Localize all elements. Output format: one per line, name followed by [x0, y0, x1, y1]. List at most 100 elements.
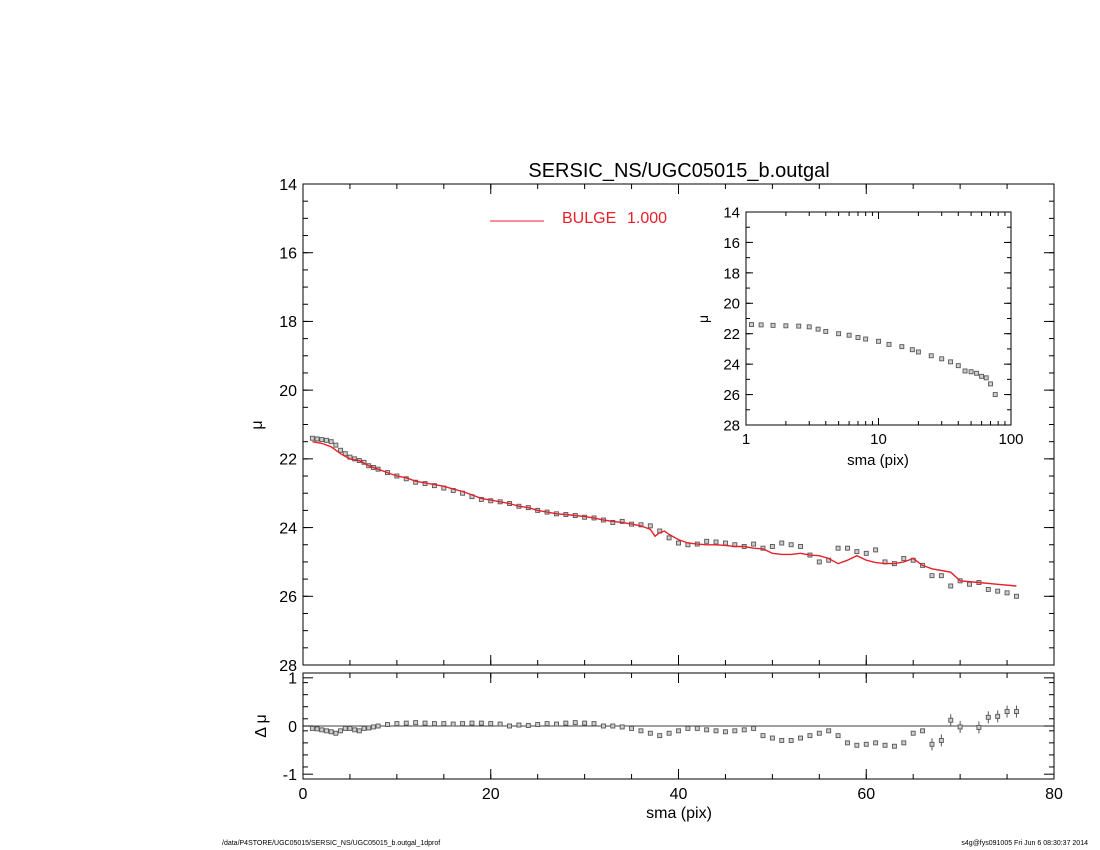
residual-data-point — [741, 727, 747, 733]
residual-data-point — [788, 738, 794, 743]
residual-data-point — [901, 740, 907, 746]
residual-data-point — [610, 723, 616, 729]
residual-data-point — [910, 730, 916, 736]
residual-data-point — [629, 725, 635, 731]
main-data-point — [788, 542, 794, 548]
main-data-point — [863, 550, 869, 556]
main-data-point — [1004, 590, 1010, 596]
inset-x-tick-label: 1 — [742, 431, 750, 448]
residual-data-point — [807, 733, 813, 739]
inset-y-tick-label: 22 — [723, 326, 740, 343]
footer-timestamp: s4g@fys091005 Fri Jun 6 08:30:37 2014 — [961, 840, 1088, 847]
main-data-point — [338, 447, 343, 453]
residual-data-point — [338, 728, 343, 734]
residual-data-point — [352, 727, 358, 733]
inset-data-point — [863, 336, 869, 342]
inset-x-axis-label: sma (pix) — [847, 452, 909, 469]
residual-data-point — [619, 724, 625, 730]
inset-data-point — [770, 322, 776, 328]
residual-data-point — [572, 720, 578, 726]
main-data-point — [713, 539, 719, 545]
residual-data-point — [582, 720, 588, 726]
residual-data-point — [722, 729, 728, 735]
main-data-point — [967, 581, 972, 587]
main-data-point — [779, 540, 785, 546]
main-data-point — [676, 540, 681, 546]
residual-data-point — [356, 728, 362, 734]
residual-data-point — [394, 721, 400, 727]
main-data-point — [938, 573, 944, 579]
main-data-point — [647, 523, 653, 529]
residual-data-point — [704, 727, 710, 733]
residual-data-point — [507, 723, 512, 729]
residual-data-point — [638, 728, 644, 734]
residual-data-point — [779, 738, 785, 743]
residual-data-point — [488, 721, 494, 727]
residual-data-point — [929, 741, 935, 747]
main-data-point — [333, 442, 339, 448]
main-data-point — [798, 544, 803, 549]
inset-data-point — [939, 356, 945, 362]
residual-data-point — [732, 728, 738, 734]
inset-data-point — [836, 331, 842, 337]
residual-data-point — [920, 728, 926, 734]
main-y-tick-label: 16 — [279, 245, 297, 262]
main-data-point — [929, 573, 935, 579]
residual-data-point — [324, 728, 329, 734]
residual-data-point — [657, 733, 663, 739]
main-y-tick-label: 18 — [279, 314, 297, 331]
residual-data-point — [554, 721, 559, 727]
inset-data-point — [823, 328, 829, 334]
main-data-point — [845, 545, 850, 551]
residual-data-point — [309, 725, 315, 731]
residual-y-tick-label: 1 — [288, 671, 297, 688]
residual-y-tick-label: -1 — [283, 767, 297, 784]
residual-data-point — [798, 735, 803, 741]
residual-data-point — [845, 740, 850, 746]
residual-x-tick-label: 60 — [857, 786, 875, 803]
inset-x-tick-label: 10 — [870, 431, 887, 448]
residual-data-point — [600, 723, 606, 729]
residual-data-point — [469, 720, 475, 726]
residual-data-point — [450, 721, 456, 727]
inset-data-point — [974, 370, 980, 376]
inset-data-point — [899, 344, 905, 350]
residual-data-point — [816, 730, 822, 736]
inset-data-point — [988, 381, 993, 387]
inset-data-point — [815, 326, 821, 332]
residual-x-tick-label: 40 — [670, 786, 688, 803]
main-y-axis-label: μ — [249, 420, 266, 429]
inset-data-point — [796, 323, 802, 329]
inset-data-point — [909, 347, 915, 353]
main-profile-panel: SERSIC_NS/UGC05015_b.outgal μ BULGE 1.00… — [249, 160, 1055, 675]
inset-data-point — [758, 322, 764, 328]
main-y-tick-label: 14 — [279, 177, 297, 194]
residual-data-point — [694, 725, 700, 731]
main-y-tick-label: 26 — [279, 589, 297, 606]
main-data-point — [948, 583, 954, 589]
residual-data-point — [835, 733, 841, 739]
residual-data-point — [319, 727, 325, 733]
residual-data-point — [826, 728, 832, 734]
inset-data-point — [968, 369, 974, 375]
main-data-point — [319, 437, 325, 443]
inset-data-point — [983, 375, 989, 381]
main-data-point — [769, 544, 775, 549]
residual-data-point — [957, 724, 963, 730]
inset-y-tick-label: 14 — [723, 204, 740, 221]
residual-data-point — [375, 723, 381, 729]
residual-data-point — [342, 725, 348, 731]
residual-data-point — [995, 713, 1001, 719]
main-y-tick-label: 20 — [279, 383, 297, 400]
inset-y-axis-label: μ — [695, 315, 711, 323]
residual-data-point — [1004, 709, 1010, 714]
residual-data-point — [854, 742, 860, 748]
main-y-tick-label: 22 — [279, 452, 297, 469]
residual-data-point — [985, 714, 991, 720]
residual-data-point — [544, 721, 550, 727]
residual-data-point — [431, 721, 437, 727]
main-data-point — [873, 547, 879, 553]
main-data-point — [314, 436, 320, 442]
